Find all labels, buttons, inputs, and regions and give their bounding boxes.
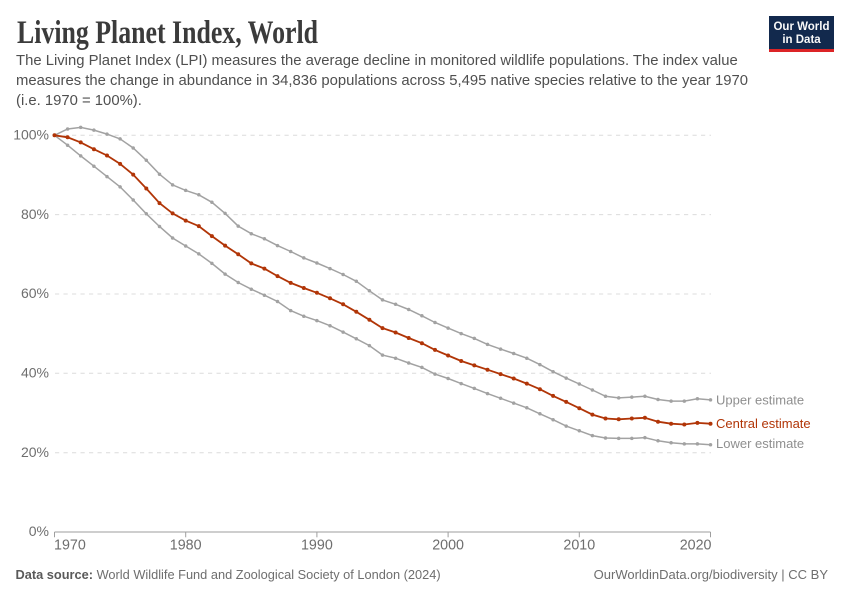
svg-text:0%: 0% bbox=[29, 523, 49, 539]
svg-text:40%: 40% bbox=[21, 365, 49, 381]
svg-text:100%: 100% bbox=[13, 127, 49, 143]
svg-text:20%: 20% bbox=[21, 444, 49, 460]
svg-text:2000: 2000 bbox=[432, 538, 464, 554]
svg-text:Central estimate: Central estimate bbox=[716, 416, 811, 431]
svg-text:2020: 2020 bbox=[680, 538, 712, 554]
svg-text:Lower estimate: Lower estimate bbox=[716, 436, 804, 451]
svg-text:1980: 1980 bbox=[170, 538, 202, 554]
svg-text:1970: 1970 bbox=[54, 538, 86, 554]
svg-text:Upper estimate: Upper estimate bbox=[716, 392, 804, 407]
svg-text:60%: 60% bbox=[21, 285, 49, 301]
svg-text:80%: 80% bbox=[21, 206, 49, 222]
svg-text:2010: 2010 bbox=[563, 538, 595, 554]
svg-text:1990: 1990 bbox=[301, 538, 333, 554]
